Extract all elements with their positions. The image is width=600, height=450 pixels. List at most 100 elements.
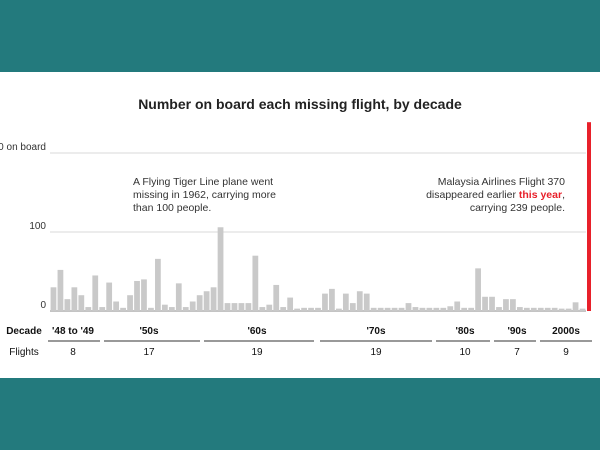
decade-header: Decade — [6, 326, 42, 337]
flights-count: 19 — [251, 347, 263, 358]
bar — [308, 307, 314, 311]
chart-title: Number on board each missing flight, by … — [138, 96, 462, 112]
bar — [363, 293, 370, 311]
bar — [273, 284, 280, 311]
bar — [294, 308, 300, 311]
bar — [405, 303, 412, 311]
bar — [468, 307, 475, 311]
bar — [57, 269, 64, 311]
bar — [85, 307, 92, 311]
decade-label: '50s — [139, 326, 159, 337]
flights-count: 19 — [370, 347, 382, 358]
bottom-band — [0, 378, 600, 450]
bar — [558, 308, 565, 311]
annotation-text: disappeared earlier — [426, 189, 519, 201]
top-band — [0, 0, 600, 72]
bar — [565, 308, 572, 311]
annotation-text: , — [562, 189, 565, 201]
bar — [572, 302, 579, 311]
bar — [489, 296, 495, 311]
decade-label: '90s — [507, 326, 527, 337]
bar — [113, 301, 120, 311]
annotation-left-line: missing in 1962, carrying more — [133, 189, 276, 201]
bar — [120, 307, 126, 311]
bar — [579, 308, 586, 311]
bar — [496, 307, 502, 311]
annotation-left-line: A Flying Tiger Line plane went — [133, 176, 273, 188]
bar — [315, 307, 321, 311]
bar — [336, 308, 342, 311]
bar — [544, 307, 551, 311]
bar — [182, 307, 189, 311]
annotation-right-line: disappeared earlier this year, — [426, 189, 565, 201]
bar — [203, 291, 210, 311]
bar — [189, 301, 196, 311]
bar — [537, 307, 544, 311]
bar — [412, 307, 419, 311]
bar — [148, 307, 154, 311]
bar — [454, 301, 461, 311]
bar — [530, 307, 537, 311]
bar — [447, 306, 454, 311]
bar — [349, 303, 356, 311]
bar — [503, 299, 509, 311]
bar — [196, 295, 203, 311]
annotation-highlight: this year — [519, 189, 562, 201]
bar — [71, 287, 78, 311]
bar — [99, 307, 106, 311]
bar — [280, 307, 287, 311]
bar — [523, 307, 530, 311]
bar — [475, 268, 481, 311]
decade-label: '60s — [247, 326, 267, 337]
decade-label: '80s — [455, 326, 475, 337]
bar — [259, 307, 266, 311]
bar — [329, 288, 335, 311]
y-tick-label: 200 on board — [0, 142, 46, 153]
annotation-right-line: carrying 239 people. — [470, 202, 565, 214]
bar — [482, 296, 488, 311]
bar — [238, 303, 245, 311]
bar — [551, 307, 558, 311]
flights-header: Flights — [9, 347, 38, 358]
bar — [342, 293, 349, 311]
bar — [245, 303, 252, 311]
bar — [224, 303, 231, 311]
bar — [92, 275, 99, 311]
flights-count: 8 — [70, 347, 76, 358]
bar — [461, 307, 468, 311]
bar — [322, 293, 328, 311]
flights-count: 7 — [514, 347, 520, 358]
bar — [440, 307, 447, 311]
chart-panel — [0, 72, 600, 378]
bar — [141, 279, 147, 311]
bar — [510, 299, 516, 311]
annotation-right-line: Malaysia Airlines Flight 370 — [438, 176, 565, 188]
bar — [287, 297, 294, 311]
bar — [398, 307, 405, 311]
flights-count: 10 — [459, 347, 471, 358]
flights-count: 9 — [563, 347, 569, 358]
bar — [377, 307, 384, 311]
bar — [175, 283, 182, 311]
bar — [64, 299, 71, 311]
bar — [252, 255, 259, 311]
bar — [301, 307, 307, 311]
bar — [433, 307, 440, 311]
bar — [391, 307, 398, 311]
bar — [168, 307, 175, 311]
bar — [370, 307, 377, 311]
bar — [134, 280, 140, 311]
bar — [231, 303, 238, 311]
bar — [384, 307, 391, 311]
highlight-bar — [587, 122, 591, 311]
bar — [426, 307, 433, 311]
bar — [516, 307, 523, 311]
bar — [217, 227, 224, 311]
bar — [106, 282, 113, 311]
y-tick-label: 100 — [29, 221, 46, 232]
bar — [356, 291, 363, 311]
bar — [155, 258, 161, 311]
bar — [161, 304, 168, 311]
flights-count: 17 — [143, 347, 155, 358]
